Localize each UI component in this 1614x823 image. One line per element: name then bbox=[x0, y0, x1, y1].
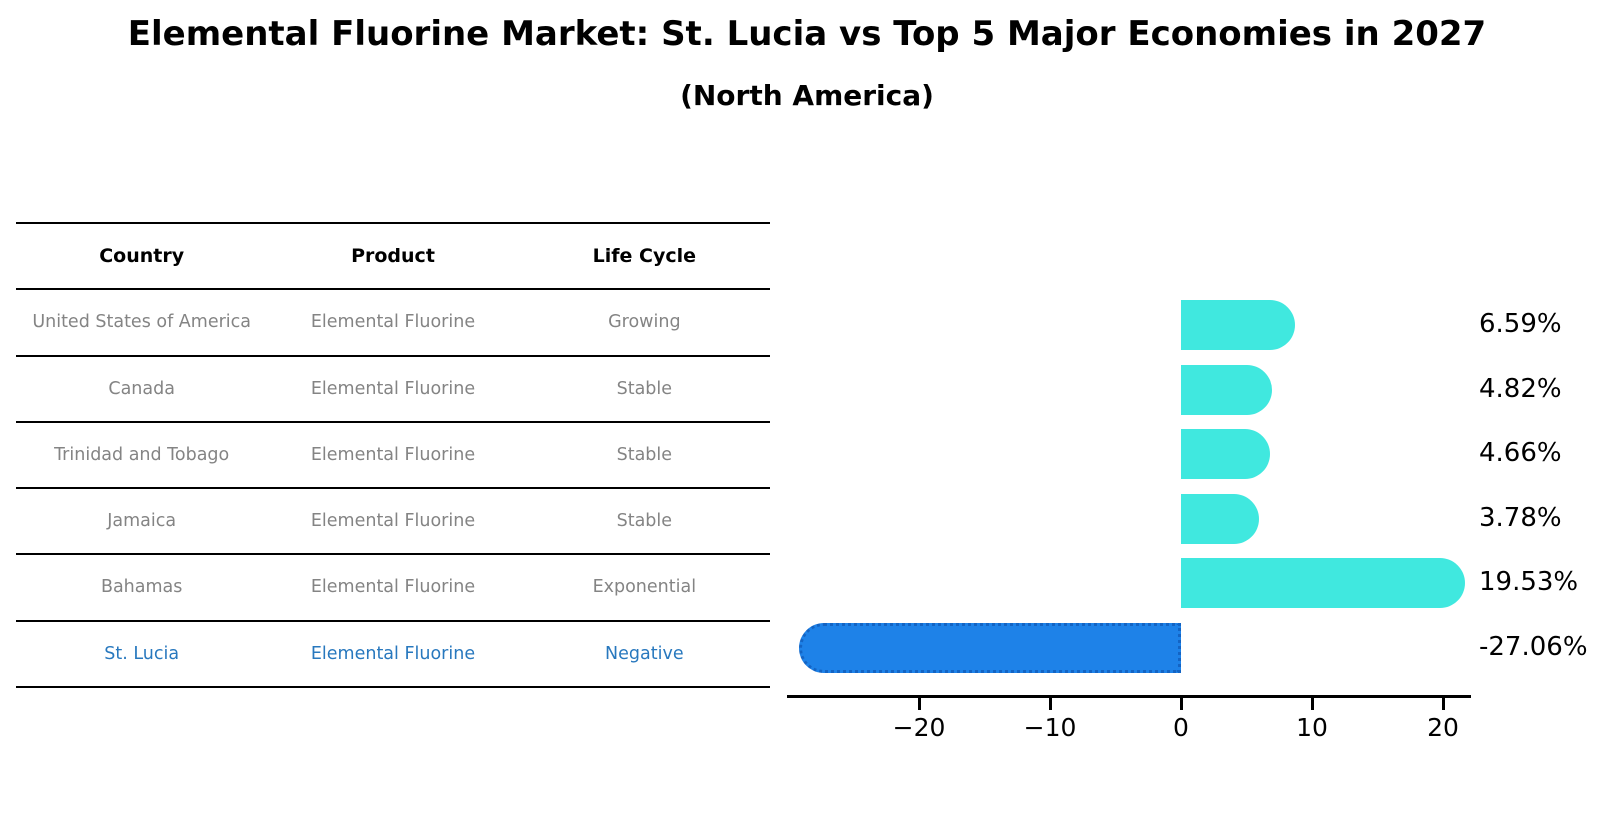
cell-product: Elemental Fluorine bbox=[310, 378, 476, 399]
x-axis-tick bbox=[1310, 697, 1314, 710]
bar-value-label: 4.82% bbox=[1479, 373, 1562, 404]
bar-value-label: 3.78% bbox=[1479, 502, 1562, 533]
x-axis-tick bbox=[1441, 697, 1445, 710]
x-axis-line bbox=[787, 695, 1471, 698]
cell-life-cycle: Exponential bbox=[592, 577, 697, 598]
cell-life-cycle: Negative bbox=[605, 643, 684, 664]
table-row: Trinidad and Tobago Elemental Fluorine Sta… bbox=[16, 420, 770, 487]
cell-life-cycle: Growing bbox=[608, 312, 681, 333]
table-row: Canada Elemental Fluorine Stable bbox=[16, 354, 770, 421]
bar-united-states-of-america bbox=[1181, 300, 1296, 350]
table-header-row: Country Product Life Cycle bbox=[16, 222, 770, 288]
x-axis-tick-label: 20 bbox=[1427, 713, 1459, 742]
chart-title: Elemental Fluorine Market: St. Lucia vs … bbox=[127, 14, 1487, 54]
cell-life-cycle: Stable bbox=[616, 378, 673, 399]
cell-product: Elemental Fluorine bbox=[310, 444, 476, 465]
x-axis-tick-label: 0 bbox=[1173, 713, 1189, 742]
x-axis-tick bbox=[1048, 697, 1052, 710]
cell-country: Canada bbox=[108, 378, 175, 399]
bar-trinidad-and-tobago bbox=[1181, 429, 1271, 480]
bar-value-label: 4.66% bbox=[1479, 438, 1562, 469]
x-axis-tick bbox=[917, 697, 921, 710]
cell-country: Jamaica bbox=[107, 511, 177, 532]
table-body: United States of America Elemental Fluori… bbox=[16, 288, 770, 686]
x-axis-tick-label: −10 bbox=[1023, 713, 1077, 742]
table-row: St. Lucia Elemental Fluorine Negative bbox=[16, 619, 770, 686]
table-row: Bahamas Elemental Fluorine Exponential bbox=[16, 553, 770, 619]
cell-life-cycle: Stable bbox=[616, 444, 673, 465]
column-header-country: Country bbox=[99, 245, 185, 267]
cell-product: Elemental Fluorine bbox=[310, 643, 476, 664]
cell-product: Elemental Fluorine bbox=[310, 577, 476, 598]
cell-country: Bahamas bbox=[100, 577, 183, 598]
column-header-product: Product bbox=[351, 245, 435, 267]
bar-canada bbox=[1181, 364, 1273, 415]
cell-country: United States of America bbox=[32, 312, 251, 333]
bar-bahamas bbox=[1181, 558, 1465, 609]
column-header-life-cycle: Life Cycle bbox=[592, 245, 697, 267]
bar-jamaica bbox=[1181, 493, 1259, 544]
x-axis-tick bbox=[1179, 697, 1183, 710]
cell-country: St. Lucia bbox=[104, 643, 180, 664]
bar-st-lucia bbox=[798, 623, 1181, 673]
x-axis-tick-label: 10 bbox=[1296, 713, 1328, 742]
table-row: United States of America Elemental Fluori… bbox=[16, 288, 770, 354]
table-row: Jamaica Elemental Fluorine Stable bbox=[16, 487, 770, 553]
cell-country: Trinidad and Tobago bbox=[54, 444, 230, 465]
cell-product: Elemental Fluorine bbox=[310, 511, 476, 532]
x-axis-tick-label: −20 bbox=[892, 713, 946, 742]
cell-life-cycle: Stable bbox=[616, 511, 673, 532]
bar-value-label: 19.53% bbox=[1479, 567, 1579, 598]
bar-value-label: 6.59% bbox=[1479, 309, 1562, 339]
cell-product: Elemental Fluorine bbox=[310, 312, 476, 333]
bar-value-label: -27.06% bbox=[1479, 632, 1588, 662]
data-table: Country Product Life Cycle United States… bbox=[16, 222, 770, 689]
chart-subtitle: (North America) bbox=[680, 79, 934, 112]
